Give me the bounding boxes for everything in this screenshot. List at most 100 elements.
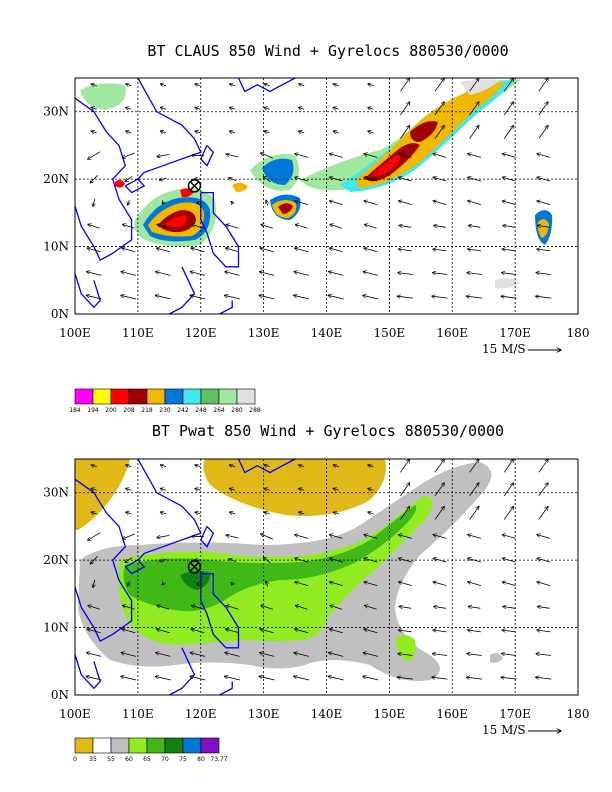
wind-vector [91, 465, 97, 467]
wind-vector [537, 535, 551, 539]
cloud-core-red-2 [165, 215, 187, 228]
wind-vector [398, 201, 412, 205]
coastline-6 [74, 273, 101, 309]
wind-vector [299, 488, 305, 490]
wind-vector [229, 512, 236, 514]
wind-vector [329, 653, 344, 657]
panel2-wind-vectors [86, 459, 552, 681]
wind-vector [368, 131, 374, 133]
wind-vector [469, 483, 479, 497]
y-tick-label: 10N [43, 621, 69, 635]
coastline-2 [200, 525, 215, 548]
x-tick-label: 130E [248, 326, 280, 340]
wind-vector [433, 154, 447, 158]
wind-vector [502, 630, 516, 632]
wind-vector [190, 295, 206, 300]
wind-vector [400, 102, 409, 116]
coastline-7 [219, 681, 233, 696]
wind-vector [266, 200, 268, 206]
colorbar-label: 0 [73, 756, 77, 763]
colorbar-label: 55 [107, 756, 115, 763]
wind-vector [433, 201, 447, 205]
wind-vector [364, 558, 378, 563]
panel2-frame [74, 458, 579, 696]
wind-vector [93, 198, 95, 207]
wind-vector [126, 512, 132, 514]
wind-vector [364, 154, 378, 158]
wind-vector [260, 248, 274, 253]
wind-vector [329, 558, 343, 563]
cloud-core-red [372, 154, 401, 176]
y-tick-label: 0N [51, 688, 69, 702]
wind-vector [537, 582, 551, 586]
coastline-1 [137, 77, 202, 180]
wind-vector [333, 465, 339, 467]
wind-vector [225, 248, 240, 253]
wind-vector [160, 512, 167, 514]
colorbar-label: 242 [177, 407, 189, 414]
colorbar-swatch [128, 737, 148, 754]
wind-vector [363, 676, 379, 681]
wind-vector [264, 131, 270, 133]
wind-vector [295, 558, 309, 563]
wind-vector [468, 154, 482, 158]
colorbar-swatch [74, 388, 94, 405]
colorbar-label: 230 [159, 407, 171, 414]
wind-vector [225, 653, 240, 657]
wind-vector [333, 512, 339, 514]
coastline-5 [168, 266, 196, 315]
x-tick-label: 100E [59, 326, 91, 340]
wind-vector [432, 296, 448, 298]
wind-vector [259, 653, 275, 657]
coastline-5 [168, 647, 196, 696]
cloud-patch-2 [80, 83, 126, 110]
wind-vector [87, 653, 102, 657]
wind-vector [122, 224, 135, 229]
x-tick-label: 170E [499, 707, 531, 721]
colorbar-swatch [236, 388, 256, 405]
wind-vector [126, 107, 132, 109]
gyre-cross-b [189, 562, 199, 572]
wind-vector [503, 606, 515, 608]
wind-vector [162, 202, 164, 204]
coastline-0 [74, 478, 133, 643]
colorbar-label: 208 [123, 407, 135, 414]
wind-vector [502, 535, 516, 539]
wind-vector [329, 272, 344, 276]
colorbar-swatch [92, 737, 112, 754]
wind-vector [398, 630, 412, 632]
colorbar-label: 70 [161, 756, 169, 763]
wind-vector [191, 248, 205, 253]
wind-vector [162, 583, 164, 585]
colorbar-swatch [74, 737, 94, 754]
panel2-y-tick-labels: 0N 10N 20N 30N [43, 486, 69, 702]
wind-vector [157, 605, 170, 610]
colorbar-swatch [146, 737, 166, 754]
wind-vector [91, 512, 97, 514]
y-tick-label: 20N [43, 172, 69, 186]
x-tick-label: 180 [567, 707, 590, 721]
wind-vector [225, 629, 240, 634]
wind-vector [537, 606, 550, 608]
wind-vector [368, 84, 374, 86]
wind-vector [125, 176, 133, 182]
coastline-3 [200, 572, 240, 649]
colorbar-label: 73.77 [210, 756, 227, 763]
wind-vector [399, 606, 412, 608]
wind-vector [156, 272, 171, 276]
panel2-coastlines [74, 458, 296, 696]
wind-vector [91, 131, 97, 133]
cloud-core-darkred-2 [410, 121, 438, 142]
colorbar-label: 288 [249, 407, 261, 414]
wind-vector [299, 465, 305, 467]
wind-vector [400, 483, 409, 497]
wind-vector [125, 557, 133, 563]
wind-vector [364, 224, 377, 229]
y-tick-label: 10N [43, 240, 69, 254]
colorbar-swatch [110, 737, 130, 754]
wind-vector [502, 582, 516, 586]
wind-vector [329, 201, 343, 205]
x-tick-label: 170E [499, 326, 531, 340]
wind-vector [91, 84, 97, 86]
coastline-3 [200, 191, 240, 268]
